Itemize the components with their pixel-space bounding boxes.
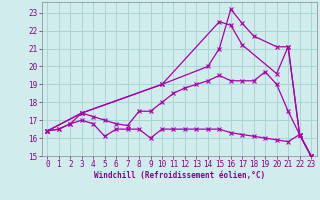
X-axis label: Windchill (Refroidissement éolien,°C): Windchill (Refroidissement éolien,°C) [94,171,265,180]
